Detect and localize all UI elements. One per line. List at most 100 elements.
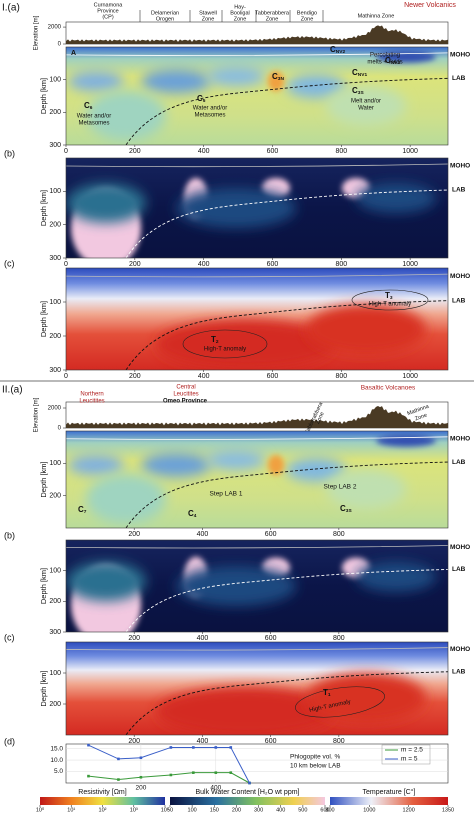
moho-label: MOHO: [450, 52, 470, 59]
series-marker: [169, 773, 173, 777]
annotation: Zone: [234, 16, 247, 22]
annotation: Melt and/or: [351, 99, 381, 105]
label: CNV2: [330, 45, 345, 55]
y-axis-label: Depth [km]: [39, 461, 48, 497]
label-sub: 5: [203, 98, 206, 104]
y-tick-label: 0: [58, 426, 62, 432]
series-line: [88, 744, 250, 784]
x-tick-label: 800: [333, 635, 345, 642]
x-tick-label: 400: [197, 738, 209, 745]
panel-label: (d): [4, 736, 15, 746]
panel-frame: [65, 539, 449, 633]
annotation: (CP): [102, 14, 113, 20]
x-tick-label: 600: [267, 148, 279, 155]
y-tick-label: 200: [49, 109, 61, 116]
annotation: Leucitites: [79, 399, 104, 405]
anomaly: [68, 71, 124, 92]
label-main: C: [330, 45, 336, 54]
lab-line: [125, 461, 448, 528]
y-tick-label: 2000: [48, 25, 62, 31]
annotation: Hay-: [234, 4, 246, 10]
x-tick-label: 1000: [402, 373, 418, 380]
y-tick-label: 100: [49, 568, 61, 575]
legend-label: m = 2.5: [401, 747, 423, 754]
panel-frame: [65, 641, 449, 736]
panel-frame: [65, 46, 449, 146]
anomaly: [356, 183, 436, 213]
series-marker: [87, 774, 90, 778]
lab-label: LAB: [452, 297, 466, 304]
anomaly: [68, 454, 124, 475]
annotation: Curnamona: [94, 2, 124, 8]
y-axis-label: Elevation [m]: [34, 397, 40, 432]
x-tick-label: 200: [128, 635, 140, 642]
label-main: T: [323, 688, 328, 697]
lab-line: [125, 671, 448, 735]
annotation: Zone: [301, 16, 314, 22]
anomaly-outline: [295, 686, 385, 718]
annotation: Zone: [266, 16, 279, 22]
y-tick-label: 200: [49, 222, 61, 229]
lab-line: [125, 189, 448, 258]
label-sub: 6: [90, 105, 93, 111]
x-tick-label: 400: [197, 531, 209, 538]
plot-frame: [65, 743, 449, 784]
panel-frame: [65, 430, 449, 529]
anomaly: [326, 469, 406, 510]
label-main: C: [385, 56, 391, 65]
anomaly: [206, 450, 266, 471]
series-marker: [192, 746, 195, 749]
annotation: Metasomes: [78, 121, 109, 127]
annotation: Percolating: [370, 53, 400, 59]
x-tick-label: 1000: [402, 261, 418, 268]
series-marker: [139, 756, 143, 760]
label-sub: 3S: [358, 90, 365, 96]
legend-box: [381, 744, 431, 765]
lab-label: LAB: [452, 566, 466, 573]
annotation: Orogen: [156, 16, 174, 22]
x-tick-label: 600: [265, 635, 277, 642]
label: C3N: [272, 72, 284, 82]
label: T3: [385, 291, 393, 301]
anomaly: [286, 457, 346, 482]
y-tick-label: 5.0: [54, 768, 63, 775]
colorbar-tick-label: 600: [320, 807, 329, 813]
anomaly: [156, 319, 336, 370]
label-main: C: [197, 94, 203, 103]
anomaly: [376, 434, 436, 447]
colorbar-tick-label: 50: [167, 807, 173, 813]
series-marker: [192, 771, 195, 774]
x-tick-label: 400: [198, 148, 210, 155]
series-marker: [117, 778, 120, 781]
x-tick-label: 400: [197, 635, 209, 642]
anomaly: [206, 66, 266, 87]
colorbar-tick-label: 150: [210, 807, 219, 813]
colorbar-tick-label: 10¹: [67, 807, 75, 813]
anomaly: [176, 188, 296, 228]
y-tick-label: 2000: [48, 406, 62, 412]
x-tick-label: 800: [335, 148, 347, 155]
label: C6: [84, 101, 93, 111]
lab-line: [125, 300, 448, 370]
annotation: Zone: [202, 16, 215, 22]
annotation: Mathinna Zone: [358, 13, 395, 19]
colorbar-label: Resistivity [Ωm]: [78, 789, 126, 796]
annotation: Phlogopite vol. %: [290, 754, 340, 761]
label-sub: NV2: [336, 49, 346, 55]
label: C3S: [340, 504, 352, 514]
colorbar-tick-label: 1200: [403, 807, 415, 813]
x-tick-label: 200: [129, 373, 141, 380]
y-tick-label: 100: [49, 77, 61, 84]
y-axis-label: Elevation [m]: [34, 15, 40, 50]
volcanics-label: Newer Volcanics: [404, 2, 456, 9]
annotation: Step LAB 2: [324, 484, 357, 491]
anomaly-outline: [351, 289, 429, 311]
place-label: Zone: [414, 412, 428, 422]
panel: [66, 431, 448, 528]
colorbar: [40, 797, 165, 805]
y-tick-label: 15.0: [50, 745, 63, 752]
moho-label: MOHO: [450, 544, 470, 551]
x-tick-label: 200: [135, 785, 146, 792]
